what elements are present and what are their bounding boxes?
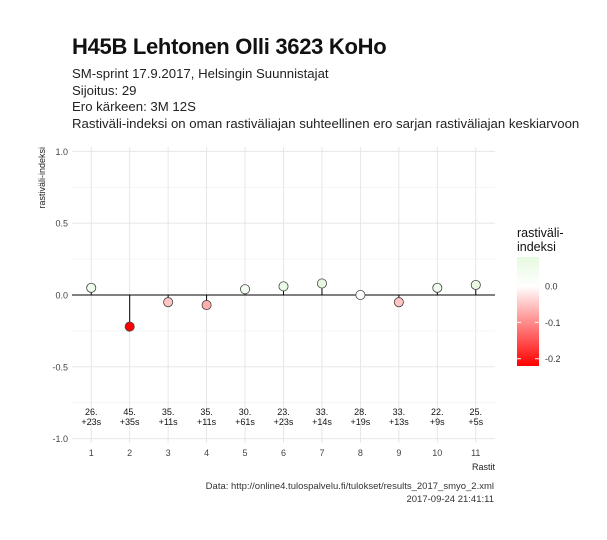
- legend: rastiväli-indeksi 0.0 -0.1 -0.2: [517, 226, 564, 366]
- subtitle-line-explanation: Rastiväli-indeksi on oman rastiväliajan …: [72, 115, 580, 131]
- annotation-rank: 35.: [200, 407, 213, 417]
- annotation-time: +14s: [312, 417, 332, 427]
- data-point: [393, 297, 404, 308]
- annotation-time: +19s: [351, 417, 371, 427]
- x-tick-label: 9: [396, 448, 401, 458]
- data-point: [240, 284, 251, 295]
- y-tick-label: 1.0: [55, 147, 68, 157]
- subtitle-line-event: SM-sprint 17.9.2017, Helsingin Suunnista…: [72, 66, 329, 81]
- x-axis-title: Rastit: [472, 462, 496, 472]
- y-tick-label: 0.5: [55, 219, 68, 229]
- annotation-rank: 26.: [85, 407, 98, 417]
- x-tick-label: 1: [89, 448, 94, 458]
- chart-title: H45B Lehtonen Olli 3623 KoHo: [72, 34, 387, 59]
- annotation-rank: 33.: [316, 407, 329, 417]
- x-tick-label: 11: [471, 448, 480, 458]
- annotation-rank: 23.: [277, 407, 290, 417]
- annotation-rank: 45.: [123, 407, 136, 417]
- legend-tick-label: -0.2: [545, 354, 561, 364]
- annotations-layer: 26.+23s45.+35s35.+11s35.+11s30.+61s23.+2…: [81, 407, 483, 427]
- annotation-time: +5s: [468, 417, 483, 427]
- subtitle-line-gap: Ero kärkeen: 3M 12S: [72, 99, 196, 114]
- data-point: [355, 289, 366, 300]
- annotation-time: +9s: [430, 417, 445, 427]
- x-tick-label: 2: [127, 448, 132, 458]
- x-tick-label: 7: [319, 448, 324, 458]
- legend-colorbar: [517, 257, 539, 366]
- x-tick-label: 5: [243, 448, 248, 458]
- annotation-rank: 35.: [162, 407, 175, 417]
- data-point: [163, 297, 174, 308]
- y-axis-title: rastiväli-indeksi: [37, 147, 47, 209]
- annotation-time: +23s: [274, 417, 294, 427]
- caption-timestamp: 2017-09-24 21:41:11: [406, 493, 494, 505]
- annotation-rank: 28.: [354, 407, 367, 417]
- chart-caption: Data: http://online4.tulospalvelu.fi/tul…: [206, 481, 494, 506]
- annotation-rank: 25.: [470, 407, 483, 417]
- x-tick-label: 4: [204, 448, 209, 458]
- y-tick-label: -0.5: [52, 362, 68, 372]
- data-point: [470, 279, 481, 290]
- data-point: [124, 321, 135, 332]
- legend-tick-label: -0.1: [545, 318, 561, 328]
- annotation-time: +13s: [389, 417, 409, 427]
- data-point: [201, 300, 212, 311]
- annotation-time: +11s: [197, 417, 217, 427]
- y-tick-label: 0.0: [55, 291, 68, 301]
- axes-layer: 1.0 0.5 0.0 -0.5 -1.0 1 2 3 4 5 6 7 8 9 10 11 Rastit rast…: [37, 147, 495, 472]
- annotation-rank: 22.: [431, 407, 444, 417]
- data-point: [432, 282, 443, 293]
- annotation-time: +35s: [120, 417, 140, 427]
- annotation-rank: 33.: [393, 407, 406, 417]
- points-layer: [86, 278, 481, 332]
- x-tick-label: 10: [432, 448, 442, 458]
- legend-title-line: indeksi: [517, 240, 556, 254]
- x-tick-label: 3: [166, 448, 171, 458]
- data-point: [86, 282, 97, 293]
- legend-title-line: rastiväli-: [517, 226, 564, 240]
- chart-subtitle: SM-sprint 17.9.2017, Helsingin Suunnista…: [72, 66, 579, 132]
- annotation-rank: 30.: [239, 407, 252, 417]
- annotation-time: +11s: [159, 417, 179, 427]
- annotation-time: +61s: [235, 417, 255, 427]
- x-tick-label: 8: [358, 448, 363, 458]
- annotation-time: +23s: [81, 417, 101, 427]
- subtitle-line-placement: Sijoitus: 29: [72, 82, 137, 98]
- caption-source: Data: http://online4.tulospalvelu.fi/tul…: [205, 481, 494, 492]
- data-point: [316, 278, 327, 289]
- x-tick-label: 6: [281, 448, 286, 458]
- y-tick-label: -1.0: [52, 434, 68, 444]
- legend-tick-label: 0.0: [545, 282, 558, 292]
- data-point: [278, 281, 289, 292]
